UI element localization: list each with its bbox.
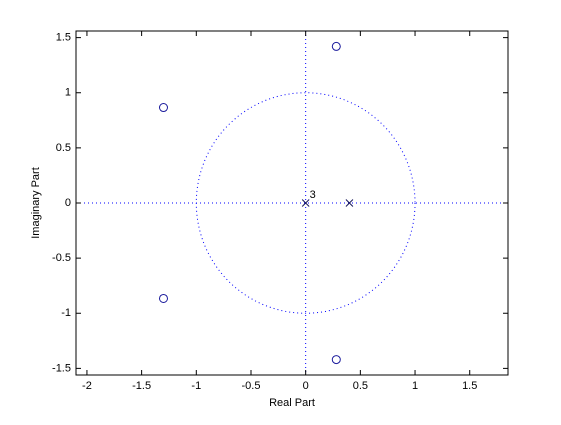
zero-marker: [158, 293, 168, 303]
y-tick-label: -1.5: [52, 362, 71, 374]
y-tick-label: -1: [61, 307, 71, 319]
y-tick-label: -0.5: [52, 252, 71, 264]
x-tick-label: -1.5: [132, 380, 151, 392]
x-tick-label: 1.5: [462, 380, 477, 392]
pole-marker: [345, 199, 354, 207]
y-tick-label: 1.5: [56, 32, 71, 44]
multiplicity-label: 3: [310, 189, 316, 201]
x-tick-label: 0.5: [353, 380, 368, 392]
y-axis-label: Imaginary Part: [30, 167, 42, 239]
y-tick-label: 0: [65, 197, 71, 209]
x-tick-label: 0: [303, 380, 309, 392]
unit-circle: [195, 92, 416, 314]
zero-marker: [331, 355, 341, 365]
pole-marker: [301, 199, 310, 207]
x-tick-label: 1: [412, 380, 418, 392]
y-tick-label: 0.5: [56, 142, 71, 154]
y-tick-label: 1: [65, 87, 71, 99]
zero-marker: [158, 103, 168, 113]
x-axis-label: Real Part: [269, 397, 315, 409]
x-tick-label: -0.5: [242, 380, 261, 392]
x-tick-label: -1: [191, 380, 201, 392]
zero-marker: [331, 41, 341, 51]
x-tick-label: -2: [82, 380, 92, 392]
